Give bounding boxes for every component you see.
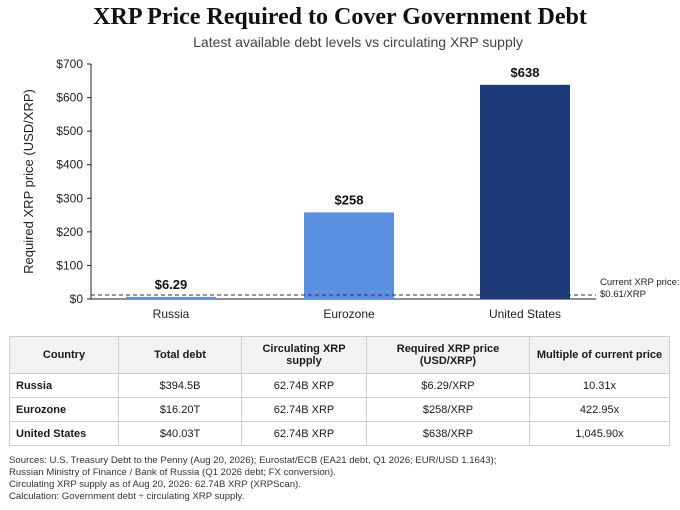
chart-subtitle: Latest available debt levels vs circulat… — [193, 34, 523, 50]
header-multiple: Multiple of current price — [529, 336, 670, 374]
bar — [480, 84, 570, 299]
cell-country: Russia — [9, 373, 119, 398]
data-table: Country Total debt Circulating XRP suppl… — [9, 336, 670, 446]
header-country: Country — [9, 336, 119, 374]
sources-line: Calculation: Government debt ÷ circulati… — [9, 491, 245, 502]
y-tick-label: $400 — [56, 158, 83, 172]
x-tick-label: Russia — [153, 307, 190, 321]
y-tick-label: $500 — [56, 124, 83, 138]
sources-note: Sources: U.S. Treasury Debt to the Penny… — [9, 455, 669, 503]
cell-multiple: 422.95x — [529, 397, 670, 422]
bar-value-label: $638 — [511, 65, 540, 80]
bar — [126, 296, 216, 299]
table-row: Eurozone $16.20T 62.74B XRP $258/XRP 422… — [9, 397, 670, 422]
header-circulating-supply: Circulating XRP supply — [241, 336, 367, 374]
cell-country: United States — [9, 421, 119, 446]
y-tick-label: $300 — [56, 191, 83, 205]
bar-value-label: $258 — [335, 192, 364, 207]
bar — [304, 212, 394, 299]
cell-supply: 62.74B XRP — [241, 373, 367, 398]
cell-multiple: 1,045.90x — [529, 421, 670, 446]
cell-required-price: $638/XRP — [366, 421, 530, 446]
chart-title: XRP Price Required to Cover Government D… — [93, 4, 587, 30]
y-tick-label: $0 — [70, 292, 84, 306]
cell-total-debt: $16.20T — [118, 397, 242, 422]
cell-country: Eurozone — [9, 397, 119, 422]
x-tick-label: Eurozone — [323, 307, 375, 321]
cell-required-price: $258/XRP — [366, 397, 530, 422]
sources-line: Sources: U.S. Treasury Debt to the Penny… — [9, 455, 497, 466]
header-total-debt: Total debt — [118, 336, 242, 374]
y-tick-label: $100 — [56, 258, 83, 272]
reference-line-label: $0.61/XRP — [600, 289, 646, 300]
y-tick-label: $200 — [56, 225, 83, 239]
table-header-row: Country Total debt Circulating XRP suppl… — [9, 336, 670, 374]
cell-supply: 62.74B XRP — [241, 397, 367, 422]
header-required-price: Required XRP price (USD/XRP) — [366, 336, 530, 374]
table-row: Russia $394.5B 62.74B XRP $6.29/XRP 10.3… — [9, 373, 670, 398]
y-axis-label: Required XRP price (USD/XRP) — [21, 89, 36, 274]
cell-total-debt: $40.03T — [118, 421, 242, 446]
reference-line-label: Current XRP price: — [600, 277, 680, 288]
y-tick-label: $600 — [56, 91, 83, 105]
sources-line: Russian Ministry of Finance / Bank of Ru… — [9, 467, 336, 478]
cell-multiple: 10.31x — [529, 373, 670, 398]
y-tick-label: $700 — [56, 57, 83, 71]
bar-chart: $0 $100 $200 $300 $400 $500 $600 $700 Required X… — [21, 57, 680, 321]
cell-total-debt: $394.5B — [118, 373, 242, 398]
x-tick-label: United States — [489, 307, 561, 321]
bar-value-label: $6.29 — [155, 277, 188, 292]
table-row: United States $40.03T 62.74B XRP $638/XR… — [9, 421, 670, 446]
cell-supply: 62.74B XRP — [241, 421, 367, 446]
sources-line: Circulating XRP supply as of Aug 20, 202… — [9, 479, 301, 490]
cell-required-price: $6.29/XRP — [366, 373, 530, 398]
